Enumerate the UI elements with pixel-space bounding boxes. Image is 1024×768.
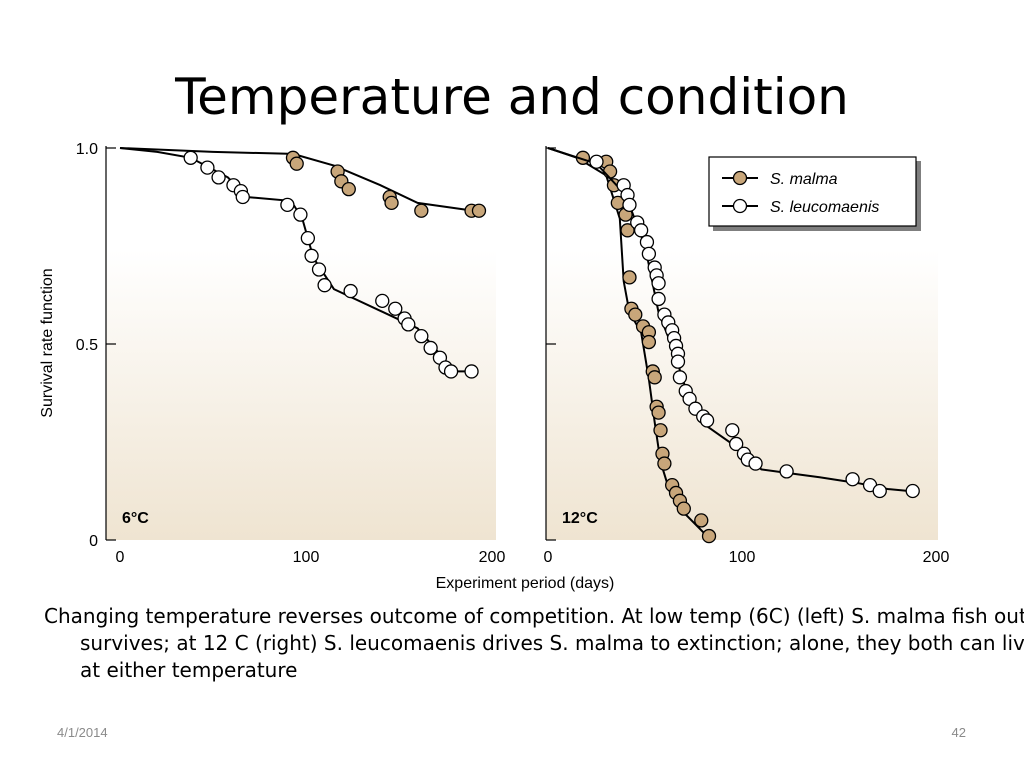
slide-title: Temperature and condition [175,68,849,126]
x-axis-title: Experiment period (days) [436,575,615,592]
data-point-leucomaenis [622,197,637,212]
data-point-leucomaenis [670,354,686,369]
data-point-leucomaenis [845,472,860,487]
y-tick-label: 0.5 [76,337,98,354]
data-point-leucomaenis [589,154,604,169]
x-tick-label: 100 [729,549,756,566]
axis-labels: Experiment period (days) Survival rate fu… [39,268,614,592]
data-point-leucomaenis [300,231,316,246]
data-point-leucomaenis [414,329,429,344]
panel-label: 12°C [562,510,598,527]
data-point-malma [694,513,709,528]
data-point-malma [641,334,657,350]
series-line-malma [119,147,481,212]
data-point-leucomaenis [317,278,332,293]
data-point-malma [384,195,399,211]
data-point-malma [414,203,429,218]
legend-marker-leucomaenis [732,198,748,214]
data-point-leucomaenis [639,234,655,250]
data-point-malma [289,156,304,171]
data-point-leucomaenis [651,291,666,307]
data-point-leucomaenis [905,483,920,499]
data-point-malma [653,423,668,438]
data-point-leucomaenis [725,423,740,438]
data-point-malma [647,370,662,385]
data-point-leucomaenis [633,223,649,238]
data-point-malma [628,307,643,322]
data-point-malma [622,270,637,285]
x-tick-label: 0 [544,549,553,566]
data-point-malma [657,456,672,471]
data-point-leucomaenis [200,160,215,175]
x-tick-label: 200 [923,549,950,566]
panel-label: 6°C [122,510,149,527]
x-tick-label: 200 [479,549,506,566]
data-point-leucomaenis [443,364,459,379]
data-point-leucomaenis [651,276,666,291]
data-point-leucomaenis [388,301,403,316]
data-point-leucomaenis [375,293,390,309]
legend-label-malma: S. malma [770,171,838,188]
x-tick-label: 100 [293,549,320,566]
slide-date: 4/1/2014 [57,725,108,740]
y-axis-title: Survival rate function [39,268,56,417]
data-point-malma [676,501,691,516]
data-point-leucomaenis [872,483,887,499]
slide-page-number: 42 [951,725,966,740]
data-point-leucomaenis [401,317,416,332]
data-point-leucomaenis [748,456,763,471]
data-point-malma [602,164,618,179]
y-tick-label: 0 [89,533,98,550]
data-point-leucomaenis [183,150,198,165]
legend: S. malma S. leucomaenis [708,156,921,231]
data-point-leucomaenis [641,246,657,261]
data-point-leucomaenis [779,464,794,479]
data-point-leucomaenis [672,370,688,385]
data-point-leucomaenis [280,197,295,212]
data-point-leucomaenis [343,283,358,299]
legend-label-leucomaenis: S. leucomaenis [770,199,879,216]
panel-6c: 0 0.5 1.0 0 100 200 6°C [76,141,506,566]
legend-box [708,156,917,227]
data-point-leucomaenis [211,170,226,185]
data-point-leucomaenis [311,262,327,277]
legend-marker-malma [732,170,748,186]
slide-caption: Changing temperature reverses outcome of… [44,604,1024,682]
x-tick-label: 0 [116,549,125,566]
data-point-malma [471,203,487,218]
data-point-leucomaenis [729,436,744,452]
data-point-leucomaenis [423,340,438,356]
data-point-malma [651,405,666,420]
data-point-leucomaenis [464,364,479,379]
data-point-malma [341,182,356,197]
y-tick-label: 1.0 [76,141,98,158]
panel-background [106,250,496,540]
data-point-leucomaenis [235,189,250,205]
data-point-leucomaenis [304,248,319,263]
data-point-leucomaenis [699,413,715,428]
data-point-leucomaenis [293,207,308,222]
panel-12c: 0 100 200 12°C [544,146,950,566]
data-point-malma [701,528,717,544]
